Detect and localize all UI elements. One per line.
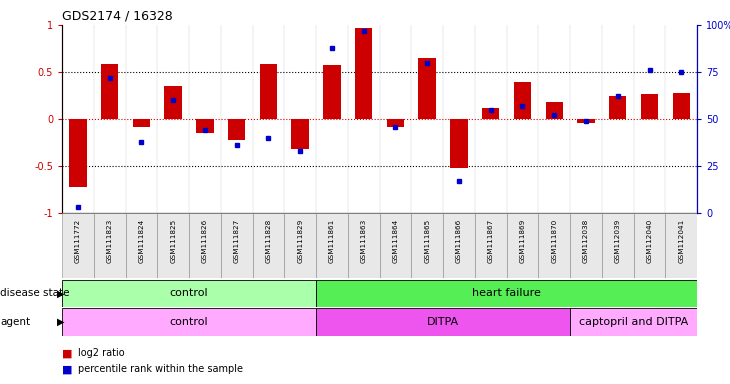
Bar — [133, 119, 150, 127]
Bar — [380, 213, 412, 278]
Text: GSM111867: GSM111867 — [488, 218, 493, 263]
Bar — [482, 108, 499, 119]
Text: GSM112041: GSM112041 — [678, 218, 684, 263]
Text: control: control — [170, 288, 208, 298]
Text: heart failure: heart failure — [472, 288, 541, 298]
Bar — [93, 213, 126, 278]
Bar — [323, 65, 341, 119]
Text: log2 ratio: log2 ratio — [78, 348, 125, 358]
Text: GSM111870: GSM111870 — [551, 218, 557, 263]
Text: DITPA: DITPA — [427, 317, 459, 327]
Text: GSM111825: GSM111825 — [170, 218, 176, 263]
Bar — [291, 119, 309, 149]
Bar — [189, 213, 221, 278]
Bar — [634, 213, 666, 278]
Bar — [570, 213, 602, 278]
Bar — [158, 213, 189, 278]
Bar — [539, 213, 570, 278]
Bar — [507, 213, 539, 278]
Bar — [475, 213, 507, 278]
Text: disease state: disease state — [0, 288, 69, 298]
Bar — [69, 119, 87, 187]
Text: ▶: ▶ — [57, 288, 64, 298]
Text: GSM111772: GSM111772 — [75, 218, 81, 263]
Text: ■: ■ — [62, 348, 72, 358]
Text: ■: ■ — [62, 364, 72, 374]
Bar — [355, 28, 372, 119]
Bar — [418, 58, 436, 119]
Text: GSM111863: GSM111863 — [361, 218, 366, 263]
Bar — [62, 280, 316, 307]
Text: GSM111823: GSM111823 — [107, 218, 112, 263]
Bar — [285, 213, 316, 278]
Bar — [221, 213, 253, 278]
Text: GSM111826: GSM111826 — [202, 218, 208, 263]
Bar — [570, 308, 697, 336]
Text: GSM111864: GSM111864 — [393, 218, 399, 263]
Bar — [577, 119, 595, 123]
Text: percentile rank within the sample: percentile rank within the sample — [78, 364, 243, 374]
Bar — [348, 213, 380, 278]
Text: GSM111861: GSM111861 — [329, 218, 335, 263]
Bar — [514, 82, 531, 119]
Text: GSM112038: GSM112038 — [583, 218, 589, 263]
Text: GDS2174 / 16328: GDS2174 / 16328 — [62, 10, 173, 23]
Bar — [602, 213, 634, 278]
Bar — [316, 213, 348, 278]
Bar — [545, 102, 563, 119]
Bar — [196, 119, 214, 133]
Bar — [609, 96, 626, 119]
Bar — [253, 213, 285, 278]
Bar — [101, 65, 118, 119]
Bar — [641, 94, 658, 119]
Text: GSM111869: GSM111869 — [520, 218, 526, 263]
Text: GSM112040: GSM112040 — [647, 218, 653, 263]
Bar — [672, 93, 690, 119]
Text: GSM111827: GSM111827 — [234, 218, 239, 263]
Text: GSM111824: GSM111824 — [139, 218, 145, 263]
Bar — [450, 119, 468, 168]
Bar — [228, 119, 245, 140]
Bar — [164, 86, 182, 119]
Text: GSM112039: GSM112039 — [615, 218, 620, 263]
Text: agent: agent — [0, 317, 30, 327]
Bar — [316, 308, 570, 336]
Bar — [387, 119, 404, 127]
Text: GSM111865: GSM111865 — [424, 218, 430, 263]
Bar — [443, 213, 475, 278]
Text: GSM111866: GSM111866 — [456, 218, 462, 263]
Bar — [62, 308, 316, 336]
Text: ▶: ▶ — [57, 317, 64, 327]
Bar — [62, 213, 93, 278]
Bar — [412, 213, 443, 278]
Bar — [666, 213, 697, 278]
Bar — [260, 65, 277, 119]
Text: GSM111829: GSM111829 — [297, 218, 303, 263]
Bar — [126, 213, 158, 278]
Bar — [316, 280, 697, 307]
Text: captopril and DITPA: captopril and DITPA — [579, 317, 688, 327]
Text: GSM111828: GSM111828 — [266, 218, 272, 263]
Text: control: control — [170, 317, 208, 327]
